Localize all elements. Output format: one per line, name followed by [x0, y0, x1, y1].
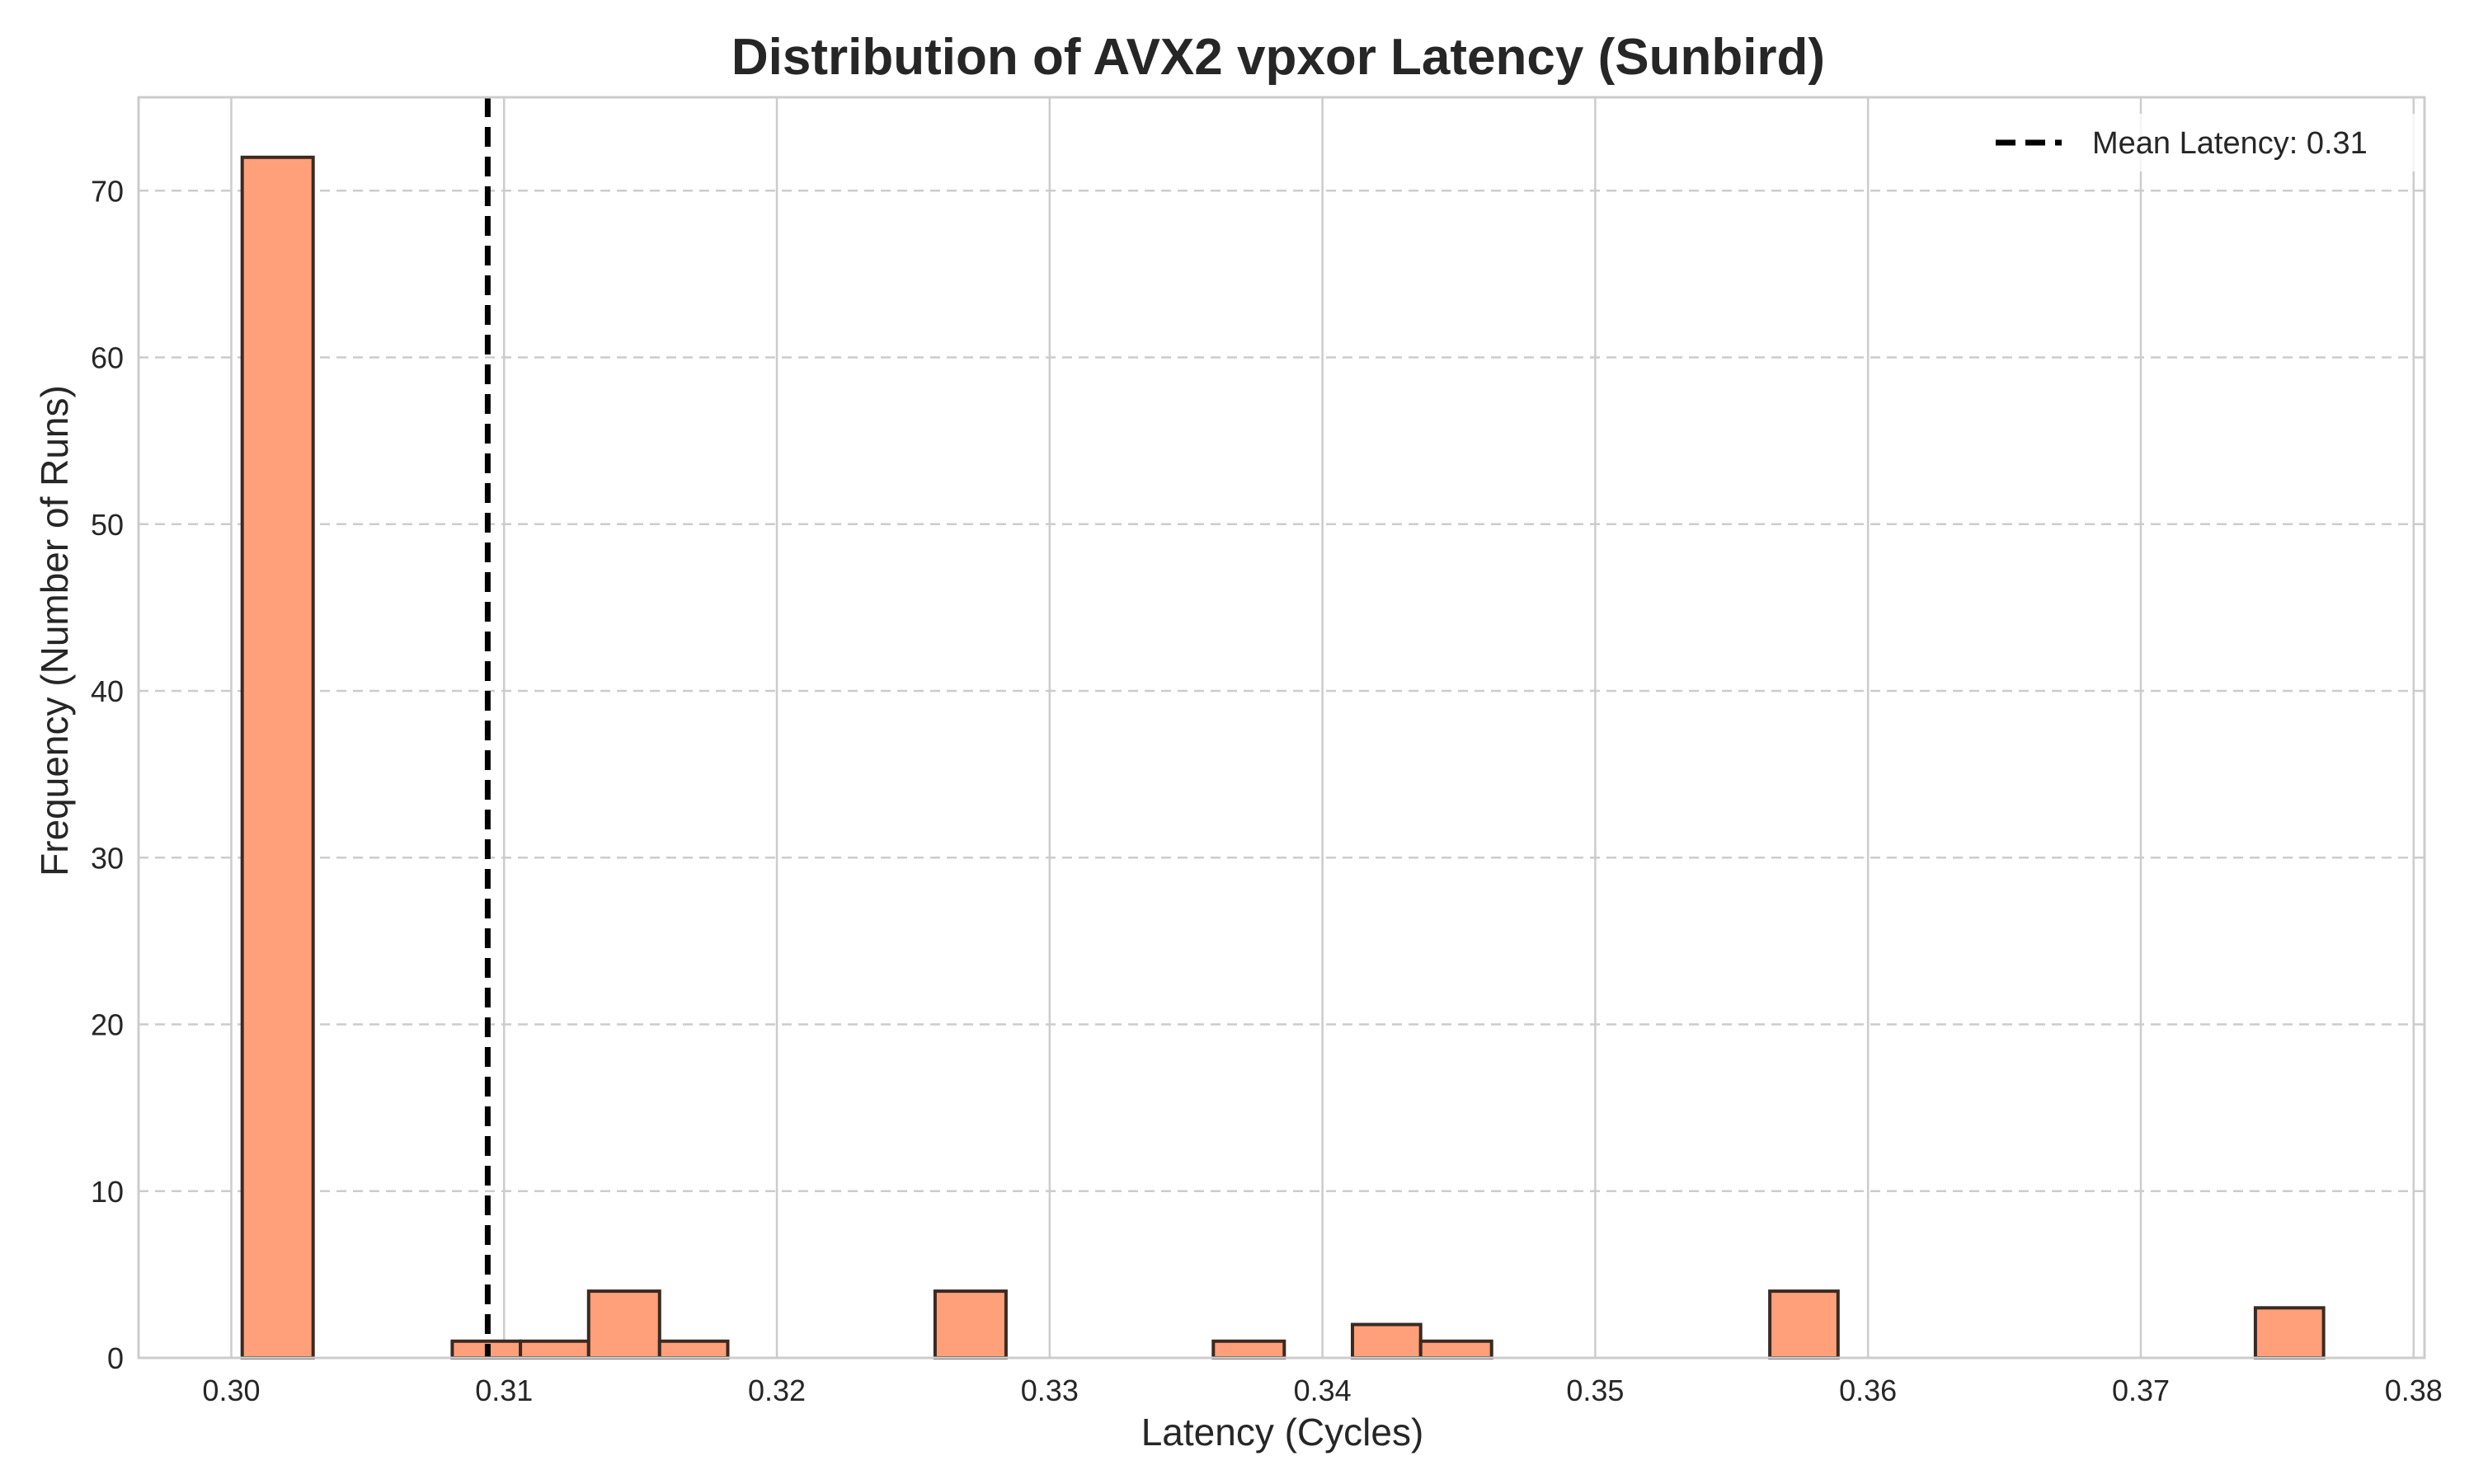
- x-tick-label: 0.30: [202, 1374, 260, 1407]
- bar-layer: [240, 155, 2326, 1360]
- histogram-bar: [933, 1289, 1008, 1360]
- y-tick-label: 0: [107, 1341, 124, 1375]
- x-tick-label: 0.32: [748, 1374, 806, 1407]
- y-tick-label: 10: [91, 1175, 124, 1209]
- y-tick-label: 30: [91, 841, 124, 875]
- legend: Mean Latency: 0.31: [1975, 114, 2420, 171]
- y-tick-label: 60: [91, 341, 124, 375]
- tick-layer: 0.30 0.31 0.32 0.33 0.34 0.35 0.36 0.37 0.38 0 10 2…: [91, 174, 2443, 1407]
- legend-box: [1975, 114, 2420, 171]
- x-tick-label: 0.38: [2385, 1374, 2443, 1407]
- x-axis-label: Latency (Cycles): [1141, 1411, 1424, 1453]
- chart-title: Distribution of AVX2 vpxor Latency (Sunb…: [731, 29, 1825, 86]
- histogram-bar: [2253, 1306, 2326, 1360]
- histogram-bar: [1351, 1322, 1423, 1360]
- y-tick-label: 40: [91, 674, 124, 708]
- histogram-bar: [1768, 1289, 1840, 1360]
- grid-layer: [139, 97, 2425, 1358]
- histogram-bar: [1418, 1339, 1493, 1360]
- histogram-bar: [1211, 1339, 1286, 1360]
- x-tick-label: 0.31: [475, 1374, 533, 1407]
- x-tick-label: 0.33: [1021, 1374, 1079, 1407]
- y-tick-label: 20: [91, 1008, 124, 1042]
- x-tick-label: 0.35: [1566, 1374, 1624, 1407]
- x-tick-label: 0.37: [2112, 1374, 2170, 1407]
- histogram-bar: [657, 1339, 730, 1360]
- y-tick-label: 50: [91, 508, 124, 542]
- legend-mean-label: Mean Latency: 0.31: [2092, 126, 2368, 161]
- histogram-bar: [519, 1339, 590, 1360]
- y-tick-label: 70: [91, 174, 124, 208]
- histogram-bar: [586, 1289, 661, 1360]
- y-axis-label: Frequency (Number of Runs): [33, 385, 76, 876]
- plot-frame: [137, 96, 2426, 1360]
- x-tick-label: 0.34: [1294, 1374, 1352, 1407]
- x-tick-label: 0.36: [1839, 1374, 1897, 1407]
- histogram-bar: [240, 155, 315, 1360]
